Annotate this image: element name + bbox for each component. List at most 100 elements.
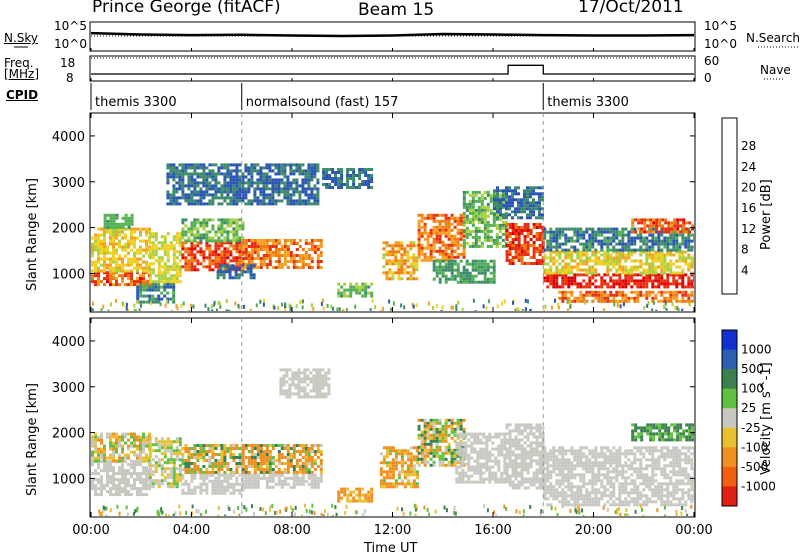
- data-cell: [469, 245, 472, 248]
- data-cell: [136, 264, 139, 267]
- data-cell: [412, 262, 415, 265]
- data-cell: [112, 475, 115, 478]
- data-cell: [308, 474, 311, 477]
- data-cell: [673, 227, 676, 230]
- data-cell: [181, 184, 184, 187]
- data-cell: [346, 488, 349, 491]
- data-cell: [585, 285, 588, 288]
- data-cell: [202, 471, 205, 474]
- data-cell: [214, 301, 216, 305]
- data-cell: [149, 271, 152, 274]
- data-cell: [527, 247, 530, 250]
- data-cell: [394, 244, 397, 247]
- data-cell: [669, 249, 672, 252]
- data-cell: [260, 459, 263, 462]
- data-cell: [263, 299, 265, 303]
- data-cell: [235, 273, 238, 276]
- data-cell: [161, 244, 164, 247]
- data-cell: [314, 453, 317, 456]
- data-cell: [385, 262, 388, 265]
- data-cell: [199, 236, 202, 239]
- data-cell: [202, 459, 205, 462]
- data-cell: [349, 295, 352, 298]
- data-cell: [609, 231, 612, 234]
- data-cell: [271, 184, 274, 187]
- data-cell: [322, 183, 325, 186]
- data-cell: [173, 259, 176, 262]
- data-cell: [484, 260, 487, 263]
- data-cell: [355, 500, 358, 503]
- data-cell: [457, 220, 460, 223]
- data-cell: [684, 300, 687, 303]
- data-cell: [290, 465, 293, 468]
- data-cell: [178, 181, 181, 184]
- data-cell: [451, 244, 454, 247]
- data-cell: [97, 234, 100, 237]
- data-cell: [609, 276, 612, 279]
- data-cell: [296, 444, 299, 447]
- data-cell: [539, 262, 542, 265]
- data-cell: [670, 230, 673, 233]
- data-cell: [567, 291, 570, 294]
- data-cell: [637, 227, 640, 230]
- data-cell: [199, 163, 202, 166]
- data-cell: [121, 448, 124, 451]
- data-cell: [163, 289, 166, 292]
- data-cell: [298, 190, 301, 193]
- data-cell: [235, 224, 238, 227]
- data-cell: [208, 465, 211, 468]
- data-cell: [428, 302, 430, 306]
- data-cell: [280, 169, 283, 172]
- data-cell: [152, 443, 155, 446]
- data-cell: [570, 291, 573, 294]
- data-cell: [687, 263, 690, 266]
- data-cell: [127, 490, 130, 493]
- data-cell: [636, 269, 639, 272]
- data-cell: [663, 266, 666, 269]
- data-cell: [337, 491, 340, 494]
- data-cell: [139, 439, 142, 442]
- data-cell: [196, 468, 199, 471]
- data-cell: [223, 199, 226, 202]
- data-cell: [627, 254, 630, 257]
- data-cell: [609, 228, 612, 231]
- data-cell: [245, 486, 248, 489]
- data-cell: [466, 203, 469, 206]
- data-cell: [618, 240, 621, 243]
- data-cell: [664, 230, 667, 233]
- data-cell: [176, 280, 179, 283]
- data-cell: [103, 487, 106, 490]
- data-cell: [552, 285, 555, 288]
- data-cell: [202, 236, 205, 239]
- data-cell: [121, 267, 124, 270]
- data-cell: [272, 447, 275, 450]
- data-cell: [262, 178, 265, 181]
- data-cell: [386, 446, 389, 449]
- data-cell: [681, 254, 684, 257]
- data-cell: [266, 465, 269, 468]
- data-cell: [678, 254, 681, 257]
- data-cell: [124, 481, 127, 484]
- data-cell: [340, 286, 343, 289]
- data-cell: [238, 224, 241, 227]
- data-cell: [380, 485, 383, 488]
- data-cell: [684, 291, 687, 294]
- data-cell: [684, 285, 687, 288]
- data-cell: [126, 303, 128, 307]
- data-cell: [179, 253, 182, 256]
- data-cell: [238, 163, 241, 166]
- data-cell: [280, 172, 283, 175]
- data-cell: [149, 464, 152, 467]
- data-cell: [115, 451, 118, 454]
- data-cell: [315, 374, 318, 377]
- data-cell: [487, 209, 490, 212]
- data-cell: [109, 490, 112, 493]
- data-cell: [269, 450, 272, 453]
- data-cell: [161, 256, 164, 259]
- data-cell: [229, 444, 232, 447]
- data-cell: [654, 269, 657, 272]
- data-cell: [167, 440, 170, 443]
- data-cell: [285, 371, 288, 374]
- data-cell: [211, 202, 214, 205]
- data-cell: [358, 174, 361, 177]
